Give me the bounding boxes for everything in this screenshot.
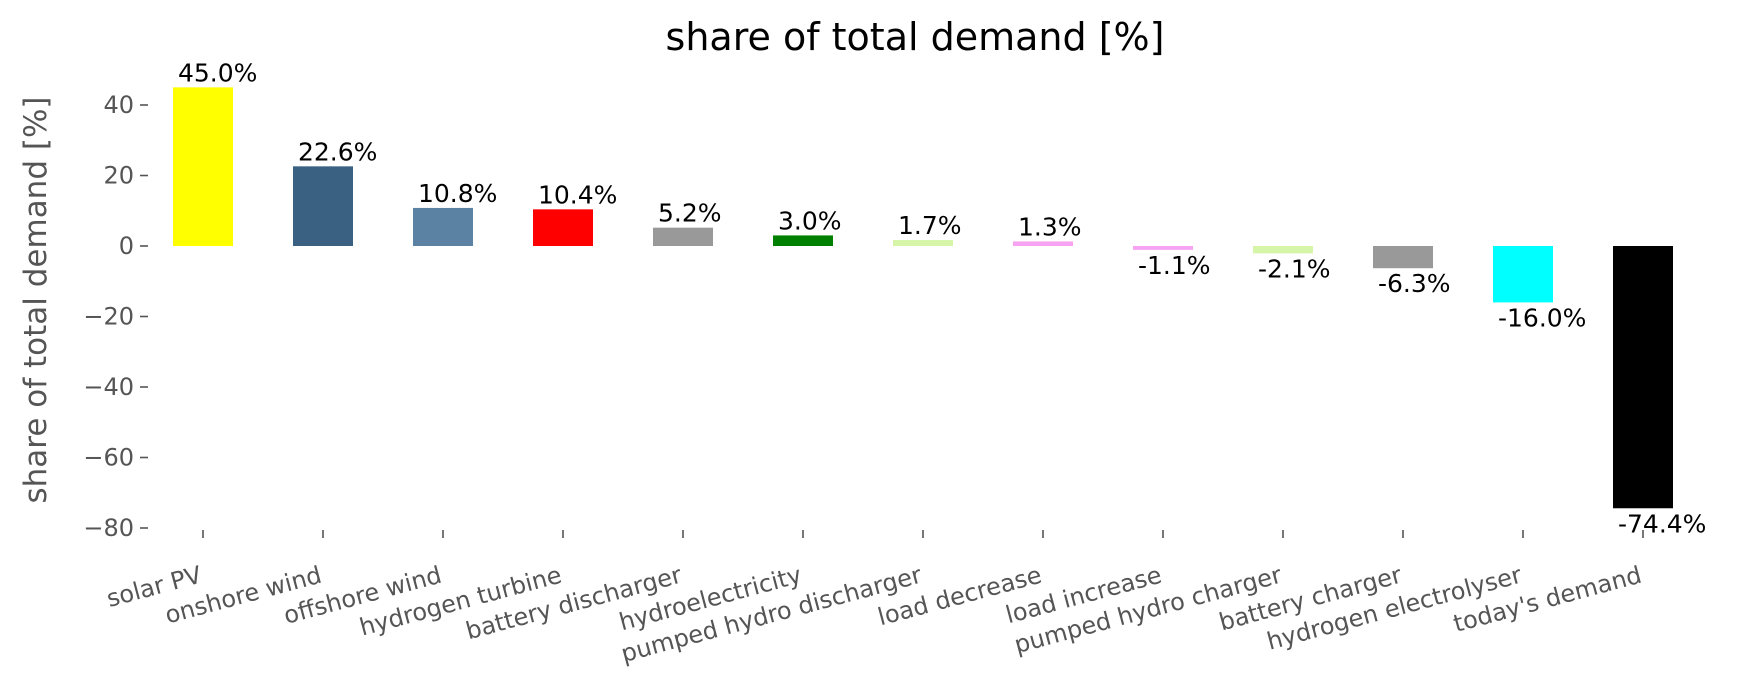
- bar-value-label: 10.4%: [538, 180, 617, 209]
- bar: [293, 166, 353, 246]
- y-tick-label: −80: [83, 514, 134, 542]
- bar: [653, 227, 713, 246]
- bar: [893, 240, 953, 246]
- bar: [773, 235, 833, 246]
- bar-value-label: -6.3%: [1378, 269, 1451, 298]
- y-tick-label: 20: [103, 162, 134, 190]
- bars-group: [173, 87, 1673, 509]
- bar-value-label: 45.0%: [178, 58, 257, 87]
- bar-value-label: -16.0%: [1498, 303, 1586, 332]
- y-tick-label: 40: [103, 91, 134, 119]
- bar-value-label: 22.6%: [298, 137, 377, 166]
- bar-value-label: -74.4%: [1618, 509, 1706, 538]
- y-tick-label: −20: [83, 303, 134, 331]
- bar: [1493, 246, 1553, 303]
- bar: [1373, 246, 1433, 269]
- bar: [413, 207, 473, 246]
- bar: [173, 87, 233, 246]
- bar-value-label: 3.0%: [778, 206, 842, 235]
- bar: [1013, 241, 1073, 246]
- bar-value-label: 5.2%: [658, 199, 722, 228]
- bar: [1253, 246, 1313, 254]
- y-axis: 40 20 0 −20 −40 −60 −80: [83, 91, 148, 542]
- bar-value-label: -2.1%: [1258, 254, 1331, 283]
- y-tick-label: −60: [83, 444, 134, 472]
- chart-title: share of total demand [%]: [666, 15, 1165, 59]
- bar-value-label: 1.7%: [898, 211, 962, 240]
- y-tick-label: 0: [119, 232, 134, 260]
- bar: [1133, 246, 1193, 250]
- bar-value-label: 10.8%: [418, 179, 497, 208]
- value-labels-group: 45.0% 22.6% 10.8% 10.4% 5.2% 3.0% 1.7% 1.3% -1.1…: [178, 58, 1706, 538]
- bar: [1613, 246, 1673, 509]
- y-axis-label: share of total demand [%]: [18, 96, 54, 503]
- bar: [533, 209, 593, 246]
- bar-value-label: 1.3%: [1018, 212, 1082, 241]
- y-tick-label: −40: [83, 373, 134, 401]
- bar-value-label: -1.1%: [1138, 251, 1211, 280]
